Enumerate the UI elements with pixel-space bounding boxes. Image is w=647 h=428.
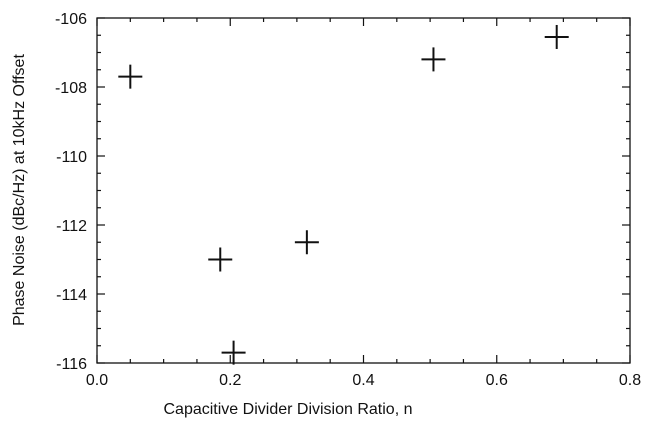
x-tick-label: 0.4 [352, 372, 374, 389]
y-tick-label: -112 [56, 218, 87, 235]
y-tick-label: -106 [55, 11, 87, 28]
y-tick-label: -108 [55, 80, 87, 97]
x-tick-label: 0.2 [219, 372, 241, 389]
data-point [294, 230, 319, 255]
x-tick-label: 0.8 [619, 372, 641, 389]
x-axis-label: Capacitive Divider Division Ratio, n [164, 401, 413, 418]
plot-frame [96, 17, 631, 364]
data-point [118, 64, 143, 89]
data-point [544, 24, 569, 49]
x-tick-label: 0.6 [486, 372, 508, 389]
data-points [118, 24, 569, 365]
x-tick-label: 0.0 [86, 372, 108, 389]
data-point [221, 340, 246, 365]
y-tick-label: -110 [56, 149, 87, 166]
y-tick-labels: -116 -114 -112 -110 -108 -106 [55, 11, 87, 373]
y-axis-label: Phase Noise (dBc/Hz) at 10kHz Offset [11, 54, 28, 326]
y-tick-label: -116 [56, 356, 87, 373]
x-tick-labels: 0.0 0.2 0.4 0.6 0.8 [86, 372, 641, 389]
y-tick-label: -114 [56, 287, 87, 304]
data-point [421, 47, 446, 72]
tick-marks [96, 17, 631, 364]
data-point [208, 247, 233, 272]
